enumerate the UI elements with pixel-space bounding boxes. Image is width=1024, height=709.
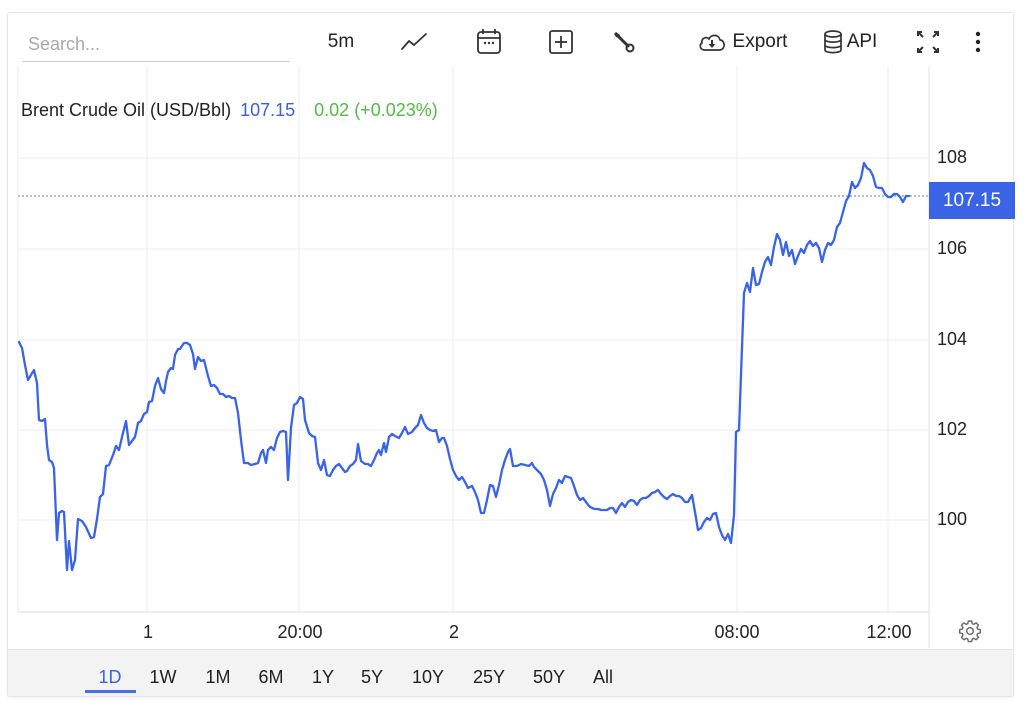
range-tab-1m[interactable]: 1M: [205, 667, 231, 687]
x-tick-0800: 08:00: [714, 622, 760, 642]
y-tick-104: 104: [937, 329, 968, 349]
more-menu-button[interactable]: [966, 26, 990, 58]
x-tick-2: 2: [448, 622, 460, 642]
chart-settings-button[interactable]: [958, 619, 982, 648]
x-tick-1: 1: [142, 622, 154, 642]
series-legend: Brent Crude Oil (USD/Bbl) 107.15 0.02 (+…: [21, 100, 438, 121]
range-tab-25y[interactable]: 25Y: [472, 667, 506, 687]
active-range-indicator: [85, 690, 136, 693]
more-vertical-icon: [975, 31, 981, 53]
x-tick-1200: 12:00: [866, 622, 912, 642]
series-price: 107.15: [240, 100, 296, 120]
api-label: API: [846, 31, 878, 52]
x-tick-2000: 20:00: [277, 622, 323, 642]
api-button[interactable]: API: [818, 26, 882, 58]
range-tab-50y[interactable]: 50Y: [532, 667, 566, 687]
y-tick-102: 102: [937, 419, 968, 439]
date-range-button[interactable]: [472, 26, 506, 58]
interval-button[interactable]: 5m: [322, 26, 360, 58]
range-tab-10y[interactable]: 10Y: [411, 667, 445, 687]
range-selector-bar: [8, 649, 1013, 696]
range-tab-6m[interactable]: 6M: [258, 667, 284, 687]
fullscreen-button[interactable]: [912, 26, 944, 58]
chart-type-button[interactable]: [396, 26, 432, 58]
range-tab-1w[interactable]: 1W: [149, 667, 177, 687]
range-tab-1y[interactable]: 1Y: [311, 667, 335, 687]
y-tick-106: 106: [937, 238, 968, 258]
range-tab-all[interactable]: All: [592, 667, 614, 687]
current-price-tag: 107.15: [929, 182, 1015, 219]
export-label: Export: [732, 31, 788, 52]
range-tab-1d[interactable]: 1D: [98, 667, 122, 687]
line-chart-icon: [401, 33, 427, 50]
series-name: Brent Crude Oil (USD/Bbl): [21, 100, 232, 120]
settings-tools-button[interactable]: [608, 26, 640, 58]
fullscreen-icon: [917, 31, 939, 53]
gear-icon: [959, 620, 981, 643]
series-change: 0.02 (+0.023%): [314, 100, 438, 120]
grid-lines: [18, 66, 928, 612]
calendar-icon: [477, 29, 501, 54]
price-line: [17, 161, 911, 572]
add-indicator-icon: [549, 30, 573, 54]
search-input[interactable]: [22, 28, 290, 62]
wrench-icon: [614, 32, 635, 53]
export-button[interactable]: Export: [692, 26, 792, 58]
y-tick-108: 108: [937, 147, 968, 167]
add-indicator-button[interactable]: [545, 26, 577, 58]
cloud-download-icon: [699, 34, 725, 51]
range-tab-5y[interactable]: 5Y: [360, 667, 384, 687]
y-tick-100: 100: [937, 509, 968, 529]
database-icon: [823, 30, 842, 54]
interval-label: 5m: [327, 31, 355, 52]
